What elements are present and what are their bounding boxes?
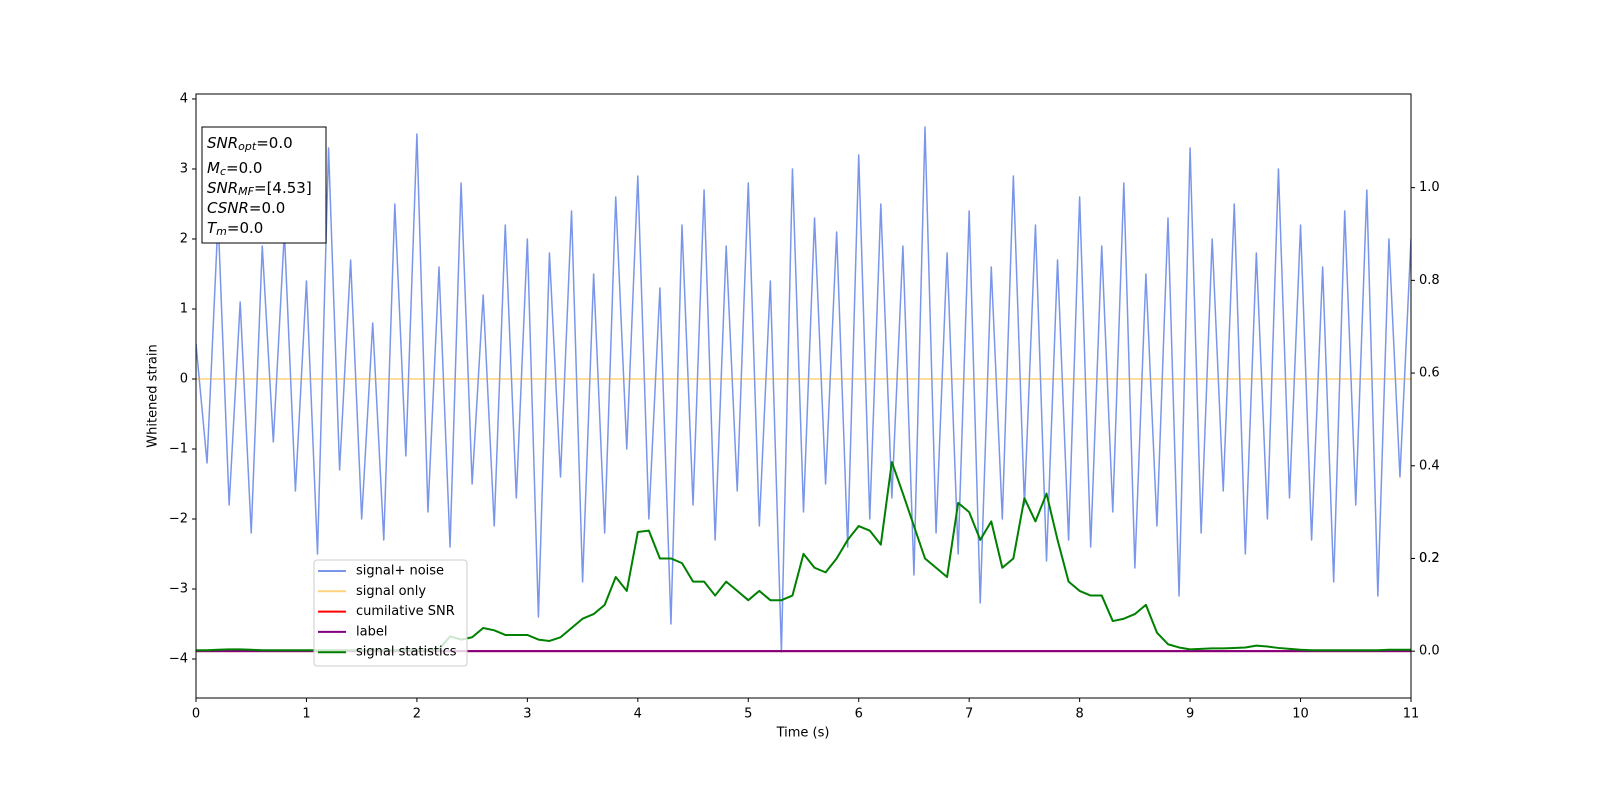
annotation-var: SNR bbox=[207, 179, 238, 197]
annotation-line: SNRopt=0.0 bbox=[207, 134, 293, 154]
annotation-sub: opt bbox=[238, 140, 257, 153]
x-tick-label: 8 bbox=[1075, 707, 1083, 722]
x-tick-label: 9 bbox=[1186, 707, 1194, 722]
annotation-sub: MF bbox=[238, 185, 254, 198]
x-tick-label: 1 bbox=[302, 707, 310, 722]
annotation-text: =0.0 bbox=[256, 134, 292, 152]
x-tick-label: 4 bbox=[634, 707, 642, 722]
annotation-var: CSNR bbox=[207, 199, 249, 217]
x-tick-label: 11 bbox=[1403, 707, 1420, 722]
legend-label: signal only bbox=[356, 584, 426, 599]
y-tick-label: −1 bbox=[169, 441, 188, 456]
x-tick-label: 0 bbox=[192, 707, 200, 722]
annotation-sub: m bbox=[216, 225, 227, 238]
y-tick-label: −3 bbox=[169, 582, 188, 597]
series-line bbox=[196, 126, 1411, 653]
y2-tick-label: 0.8 bbox=[1419, 273, 1440, 288]
legend-label: cumilative SNR bbox=[356, 604, 455, 619]
x-axis-label: Time (s) bbox=[776, 726, 830, 741]
annotation-text: =0.0 bbox=[227, 219, 263, 237]
y2-tick-label: 0.6 bbox=[1419, 366, 1440, 381]
annotation-var: M bbox=[207, 159, 220, 177]
y-tick-label: 4 bbox=[180, 91, 188, 106]
x-tick-label: 6 bbox=[855, 707, 863, 722]
annotation-line: Mc=0.0 bbox=[207, 159, 262, 179]
y-axis-label: Whitened strain bbox=[146, 344, 161, 447]
x-tick-label: 2 bbox=[413, 707, 421, 722]
axes: 0 1 2 3 4 5 6 7 8 9 10 11 −4 −3 −2 −1 0 1 2 3 4 0.0 0.2 0.4 0.6 0… bbox=[169, 91, 1440, 721]
annotation-line: Tm=0.0 bbox=[207, 219, 263, 239]
annotation-text: =[4.53] bbox=[254, 179, 312, 197]
y-tick-label: 0 bbox=[180, 371, 188, 386]
legend-label: label bbox=[356, 624, 387, 639]
annotation-box: SNRopt=0.0Mc=0.0SNRMF=[4.53]CSNR=0.0Tm=0… bbox=[201, 126, 327, 244]
annotation-text: =0.0 bbox=[249, 199, 285, 217]
annotation-line: CSNR=0.0 bbox=[207, 199, 285, 217]
y-tick-label: 2 bbox=[180, 231, 188, 246]
legend: signal+ noise signal only cumilative SNR la… bbox=[313, 559, 468, 667]
y2-tick-label: 0.4 bbox=[1419, 458, 1440, 473]
annotation-frame bbox=[201, 126, 327, 244]
annotation-line: SNRMF=[4.53] bbox=[207, 179, 312, 199]
annotation-var: SNR bbox=[207, 134, 238, 152]
annotation-sub: c bbox=[220, 165, 226, 178]
annotation-text: =0.0 bbox=[226, 159, 262, 177]
y2-tick-label: 1.0 bbox=[1419, 180, 1440, 195]
legend-label: signal+ noise bbox=[356, 564, 444, 579]
y2-tick-label: 0.2 bbox=[1419, 551, 1440, 566]
y2-tick-label: 0.0 bbox=[1419, 644, 1440, 659]
legend-frame bbox=[313, 559, 468, 667]
x-tick-label: 3 bbox=[523, 707, 531, 722]
annotation-var: T bbox=[207, 219, 218, 237]
x-tick-label: 5 bbox=[744, 707, 752, 722]
x-tick-label: 7 bbox=[965, 707, 973, 722]
axes-frame bbox=[195, 93, 1412, 699]
y-tick-label: 3 bbox=[180, 161, 188, 176]
y2-tick-label: 0.2 bbox=[1419, 551, 1440, 566]
y-tick-label: −2 bbox=[169, 511, 188, 526]
y-tick-label: −4 bbox=[169, 652, 188, 667]
x-tick-label: 10 bbox=[1292, 707, 1309, 722]
legend-label: signal statistics bbox=[356, 645, 457, 660]
y-tick-label: 1 bbox=[180, 301, 188, 316]
